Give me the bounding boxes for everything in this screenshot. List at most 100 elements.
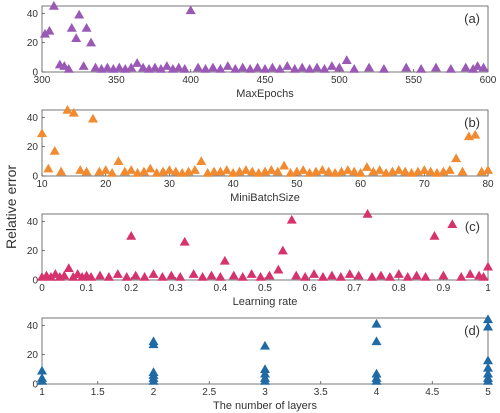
data-point-d-11 <box>260 368 270 378</box>
y-tick-label-d-1: 20 <box>27 350 39 361</box>
data-point-c-7 <box>68 272 79 281</box>
y-tick-label-c-1: 20 <box>27 246 39 257</box>
data-point-c-20 <box>157 272 168 281</box>
data-point-a-37 <box>252 62 263 72</box>
data-point-b-33 <box>247 166 258 176</box>
y-tick-label-a-1: 20 <box>27 38 39 49</box>
data-point-a-43 <box>297 62 308 72</box>
data-point-a-56 <box>445 64 456 73</box>
data-point-b-32 <box>240 165 251 174</box>
data-point-a-59 <box>472 61 483 70</box>
x-tick-label-b-7: 80 <box>482 179 494 190</box>
data-point-b-44 <box>317 165 328 174</box>
x-tick-label-c-1: 0.1 <box>80 283 94 294</box>
data-point-b-11 <box>107 168 118 177</box>
data-point-b-17 <box>145 163 156 173</box>
data-point-b-14 <box>126 165 137 174</box>
data-point-a-36 <box>245 64 256 73</box>
data-point-b-20 <box>164 165 175 174</box>
data-point-c-45 <box>362 208 373 218</box>
x-tick-label-b-4: 50 <box>291 179 303 190</box>
data-point-b-61 <box>425 166 436 176</box>
data-point-a-23 <box>155 64 166 73</box>
data-point-a-51 <box>364 62 375 72</box>
data-point-c-52 <box>420 272 431 281</box>
panel-label-a: (a) <box>464 11 480 26</box>
y-tick-label-b-0: 0 <box>32 172 38 183</box>
data-point-a-9 <box>78 61 89 70</box>
x-tick-label-d-3: 2.5 <box>202 387 216 398</box>
data-point-c-43 <box>344 269 355 278</box>
data-point-a-58 <box>468 64 479 73</box>
data-point-c-32 <box>255 272 266 281</box>
data-point-b-57 <box>400 166 411 176</box>
data-point-c-59 <box>478 272 489 281</box>
data-point-c-33 <box>264 270 275 280</box>
data-point-b-12 <box>113 156 124 166</box>
data-point-d-15 <box>371 373 382 382</box>
x-tick-label-b-0: 10 <box>36 179 48 190</box>
data-point-c-57 <box>465 269 476 278</box>
data-point-a-41 <box>282 61 293 70</box>
data-point-b-16 <box>138 166 149 176</box>
data-point-a-14 <box>102 62 113 72</box>
data-point-c-53 <box>429 230 440 240</box>
data-point-d-6 <box>148 367 159 376</box>
data-point-c-14 <box>112 269 123 278</box>
x-tick-label-c-6: 0.6 <box>303 283 317 294</box>
data-point-c-34 <box>273 264 284 274</box>
data-point-c-36 <box>286 214 297 224</box>
data-point-c-6 <box>63 263 74 272</box>
data-point-b-0 <box>37 128 47 138</box>
data-point-a-52 <box>378 64 389 73</box>
data-point-c-29 <box>228 270 239 280</box>
x-tick-label-d-1: 1.5 <box>91 387 105 398</box>
x-tick-label-b-1: 20 <box>100 179 112 190</box>
y-tick-label-c-2: 40 <box>27 217 39 228</box>
x-tick-label-b-3: 40 <box>228 179 240 190</box>
panel-label-b: (b) <box>464 115 480 130</box>
data-point-a-19 <box>132 58 143 67</box>
data-point-a-54 <box>416 64 427 73</box>
panel-label-d: (d) <box>464 323 480 338</box>
data-point-c-30 <box>237 272 248 281</box>
data-point-a-55 <box>430 62 441 72</box>
data-point-b-51 <box>361 162 372 171</box>
x-tick-label-c-10: 1 <box>485 283 491 294</box>
x-tick-label-d-4: 3 <box>262 387 268 398</box>
data-point-a-50 <box>349 64 360 73</box>
data-point-a-20 <box>138 62 149 72</box>
data-point-a-39 <box>267 62 278 72</box>
data-point-b-56 <box>393 165 404 174</box>
x-tick-label-c-7: 0.7 <box>347 283 361 294</box>
x-tick-label-b-5: 60 <box>355 179 367 190</box>
x-tick-label-b-2: 30 <box>164 179 176 190</box>
axes-frame-c <box>41 213 489 281</box>
data-point-b-49 <box>349 166 360 176</box>
x-tick-label-c-2: 0.2 <box>124 283 138 294</box>
x-tick-label-a-6: 600 <box>480 75 497 86</box>
data-point-b-2 <box>49 146 60 155</box>
data-point-c-27 <box>215 272 226 281</box>
data-point-c-48 <box>384 272 395 281</box>
data-point-a-42 <box>289 64 300 73</box>
data-point-c-35 <box>277 245 288 255</box>
data-point-a-8 <box>74 9 85 19</box>
data-point-d-10 <box>260 373 270 382</box>
data-point-c-2 <box>45 272 56 281</box>
data-point-a-45 <box>312 62 323 72</box>
x-tick-label-d-8: 5 <box>485 387 491 398</box>
data-point-c-16 <box>126 230 137 240</box>
data-point-c-39 <box>309 269 320 278</box>
data-point-d-2 <box>37 365 47 375</box>
data-point-a-30 <box>200 64 211 73</box>
data-point-a-46 <box>319 64 330 73</box>
x-tick-label-c-3: 0.3 <box>169 283 183 294</box>
data-point-a-10 <box>81 22 92 32</box>
x-tick-label-b-6: 70 <box>419 179 431 190</box>
data-point-b-48 <box>342 165 353 174</box>
y-tick-label-c-0: 0 <box>32 276 38 287</box>
data-point-d-21 <box>483 368 493 378</box>
x-axis-label-c: Learning rate <box>233 296 298 308</box>
